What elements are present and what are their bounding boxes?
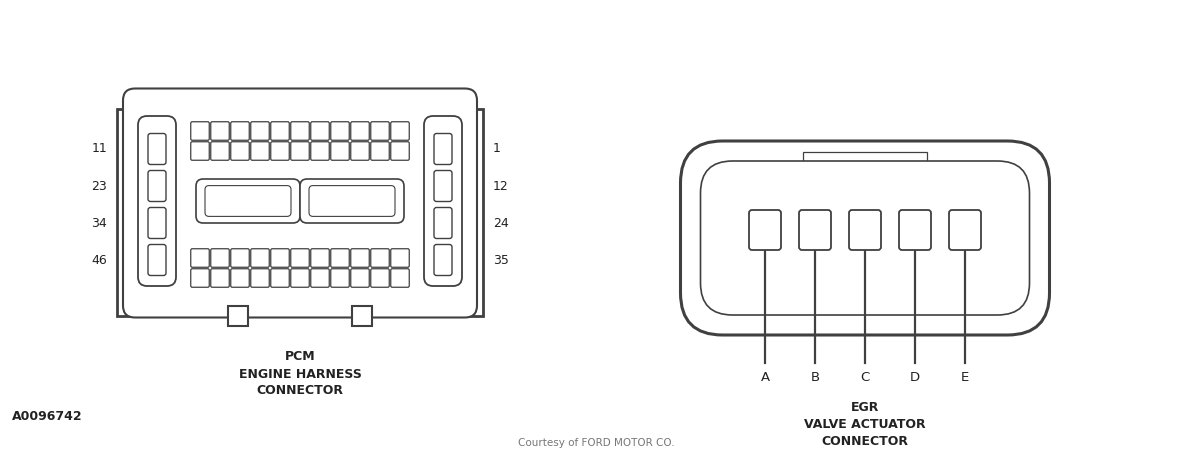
FancyBboxPatch shape xyxy=(311,122,329,140)
FancyBboxPatch shape xyxy=(371,142,390,160)
FancyBboxPatch shape xyxy=(271,269,290,287)
FancyBboxPatch shape xyxy=(949,210,981,250)
FancyBboxPatch shape xyxy=(330,269,349,287)
FancyBboxPatch shape xyxy=(371,269,390,287)
FancyBboxPatch shape xyxy=(311,249,329,267)
FancyBboxPatch shape xyxy=(148,170,166,202)
FancyBboxPatch shape xyxy=(211,142,229,160)
Text: B: B xyxy=(811,371,820,384)
FancyBboxPatch shape xyxy=(195,179,300,223)
FancyBboxPatch shape xyxy=(371,122,390,140)
Text: 34: 34 xyxy=(92,217,107,229)
FancyBboxPatch shape xyxy=(148,133,166,164)
Bar xyxy=(352,305,372,326)
FancyBboxPatch shape xyxy=(350,142,370,160)
Text: PCM
ENGINE HARNESS
CONNECTOR: PCM ENGINE HARNESS CONNECTOR xyxy=(238,350,361,398)
FancyBboxPatch shape xyxy=(191,122,210,140)
FancyBboxPatch shape xyxy=(148,245,166,276)
FancyBboxPatch shape xyxy=(291,249,309,267)
FancyBboxPatch shape xyxy=(350,269,370,287)
Bar xyxy=(803,152,927,173)
FancyBboxPatch shape xyxy=(434,245,452,276)
FancyBboxPatch shape xyxy=(291,269,309,287)
FancyBboxPatch shape xyxy=(250,249,269,267)
Text: A: A xyxy=(760,371,770,384)
FancyBboxPatch shape xyxy=(211,122,229,140)
FancyBboxPatch shape xyxy=(849,210,881,250)
FancyBboxPatch shape xyxy=(311,142,329,160)
FancyBboxPatch shape xyxy=(330,142,349,160)
FancyBboxPatch shape xyxy=(250,122,269,140)
FancyBboxPatch shape xyxy=(300,179,404,223)
Text: 12: 12 xyxy=(493,180,509,192)
Bar xyxy=(228,305,248,326)
FancyBboxPatch shape xyxy=(434,170,452,202)
FancyBboxPatch shape xyxy=(231,269,249,287)
FancyBboxPatch shape xyxy=(391,142,409,160)
Text: 35: 35 xyxy=(493,253,509,267)
Text: 1: 1 xyxy=(493,142,501,156)
FancyBboxPatch shape xyxy=(350,249,370,267)
FancyBboxPatch shape xyxy=(231,249,249,267)
FancyBboxPatch shape xyxy=(311,269,329,287)
FancyBboxPatch shape xyxy=(424,116,462,286)
FancyBboxPatch shape xyxy=(434,207,452,239)
FancyBboxPatch shape xyxy=(250,142,269,160)
FancyBboxPatch shape xyxy=(191,249,210,267)
FancyBboxPatch shape xyxy=(391,269,409,287)
FancyBboxPatch shape xyxy=(749,210,781,250)
FancyBboxPatch shape xyxy=(291,142,309,160)
Text: C: C xyxy=(861,371,870,384)
FancyBboxPatch shape xyxy=(191,142,210,160)
Text: 24: 24 xyxy=(493,217,509,229)
FancyBboxPatch shape xyxy=(211,269,229,287)
FancyBboxPatch shape xyxy=(799,210,831,250)
Text: E: E xyxy=(961,371,969,384)
FancyBboxPatch shape xyxy=(701,161,1030,315)
Text: 46: 46 xyxy=(92,253,107,267)
FancyBboxPatch shape xyxy=(391,249,409,267)
FancyBboxPatch shape xyxy=(231,122,249,140)
FancyBboxPatch shape xyxy=(138,116,176,286)
Text: 23: 23 xyxy=(92,180,107,192)
Text: EGR
VALVE ACTUATOR
CONNECTOR: EGR VALVE ACTUATOR CONNECTOR xyxy=(805,401,926,448)
FancyBboxPatch shape xyxy=(899,210,931,250)
Text: 11: 11 xyxy=(92,142,107,156)
FancyBboxPatch shape xyxy=(330,249,349,267)
FancyBboxPatch shape xyxy=(211,249,229,267)
FancyBboxPatch shape xyxy=(434,133,452,164)
FancyBboxPatch shape xyxy=(271,142,290,160)
FancyBboxPatch shape xyxy=(391,122,409,140)
FancyBboxPatch shape xyxy=(231,142,249,160)
FancyBboxPatch shape xyxy=(123,88,477,317)
FancyBboxPatch shape xyxy=(291,122,309,140)
FancyBboxPatch shape xyxy=(271,122,290,140)
Polygon shape xyxy=(117,91,483,316)
FancyBboxPatch shape xyxy=(309,185,395,216)
Bar xyxy=(797,146,932,178)
FancyBboxPatch shape xyxy=(371,249,390,267)
FancyBboxPatch shape xyxy=(350,122,370,140)
Text: A0096742: A0096742 xyxy=(12,409,82,422)
FancyBboxPatch shape xyxy=(191,269,210,287)
Text: Courtesy of FORD MOTOR CO.: Courtesy of FORD MOTOR CO. xyxy=(517,438,675,448)
FancyBboxPatch shape xyxy=(681,141,1049,335)
FancyBboxPatch shape xyxy=(271,249,290,267)
FancyBboxPatch shape xyxy=(250,269,269,287)
FancyBboxPatch shape xyxy=(205,185,291,216)
FancyBboxPatch shape xyxy=(330,122,349,140)
FancyBboxPatch shape xyxy=(148,207,166,239)
Text: D: D xyxy=(909,371,920,384)
